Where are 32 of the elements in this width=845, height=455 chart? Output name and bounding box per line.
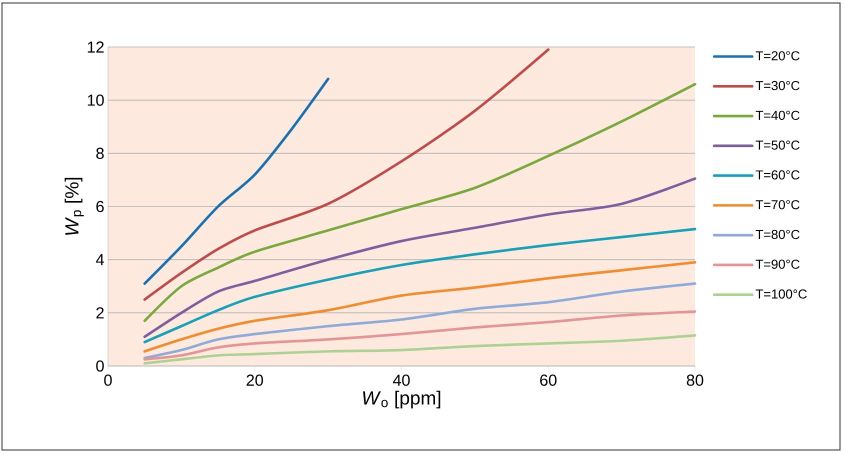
y-tick-label: 6 — [96, 200, 104, 212]
legend-label: T=60°C — [756, 170, 800, 180]
y-tick-label: 0 — [96, 360, 104, 372]
line-series — [143, 282, 696, 360]
line-series — [143, 334, 696, 365]
legend-label: T=50°C — [756, 140, 800, 150]
y-tick-label: 12 — [88, 41, 104, 53]
y-tick-label: 10 — [88, 94, 104, 106]
y-tick-label: 4 — [96, 254, 104, 266]
x-tick-label: 0 — [104, 374, 112, 386]
x-tick-label: 40 — [392, 374, 410, 386]
line-series — [143, 310, 696, 361]
legend-label: T=40°C — [756, 110, 800, 120]
line-series — [143, 48, 550, 301]
y-axis-title: W$_{p}$ [%] — [64, 178, 84, 235]
y-tick-label: 2 — [96, 307, 104, 318]
line-series — [143, 82, 696, 322]
line-series — [143, 177, 696, 338]
legend-label: T=80°C — [756, 230, 800, 240]
legend-label: T=90°C — [756, 260, 800, 269]
x-tick-label: 60 — [540, 374, 557, 386]
legend-label: T=20°C — [756, 51, 800, 60]
y-tick-label: 8 — [96, 148, 104, 159]
legend-label: T=100°C — [756, 289, 807, 299]
line-series — [143, 261, 696, 353]
x-axis-title: W$_{o}$ [ppm] — [363, 390, 440, 408]
line-series — [143, 228, 696, 344]
legend-label: T=70°C — [756, 200, 800, 210]
line-series — [143, 78, 330, 285]
x-tick-label: 20 — [246, 374, 264, 386]
x-tick-label: 80 — [686, 374, 704, 386]
legend-label: T=30°C — [756, 80, 800, 90]
